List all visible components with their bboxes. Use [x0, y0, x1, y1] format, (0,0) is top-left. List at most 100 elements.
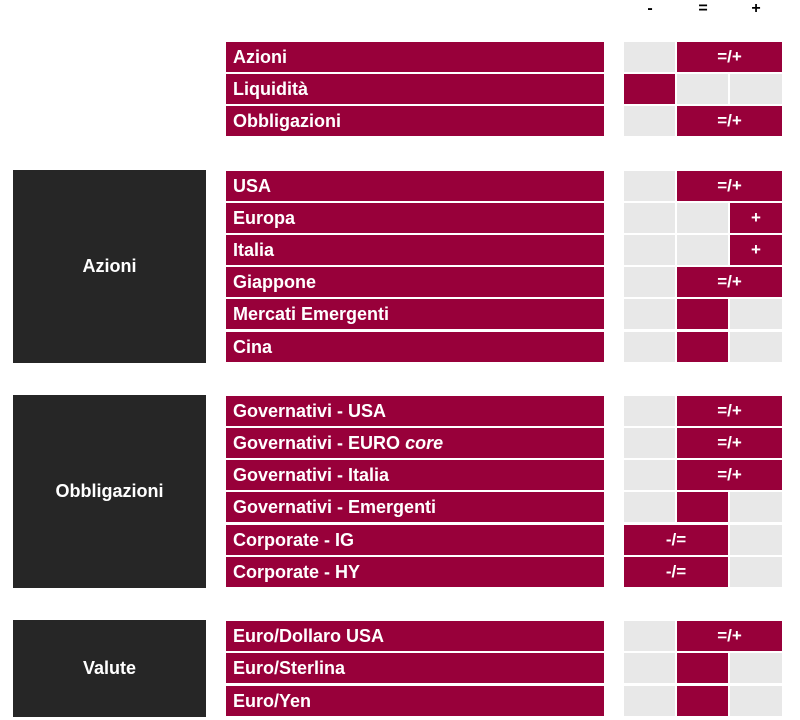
row-label: Europa [226, 203, 604, 233]
scale-cell-plus [730, 686, 782, 716]
row-label-text: Corporate - IG [233, 530, 355, 550]
row-label: Governativi - Italia [226, 460, 604, 490]
scale-cell-minus [624, 428, 675, 458]
row-label-text: Europa [233, 208, 296, 228]
row-label-text: Mercati Emergenti [233, 304, 390, 324]
table-row: Euro/Dollaro USA =/+ [0, 621, 800, 651]
row-label: Governativi - Emergenti [226, 492, 604, 522]
row-label: Azioni [226, 42, 604, 72]
table-row: Governativi - Italia =/+ [0, 460, 800, 490]
row-label-text: Euro/Yen [233, 691, 312, 711]
scale-cell-neutral [677, 74, 728, 104]
header-minus: - [647, 0, 653, 17]
row-label: Cina [226, 332, 604, 362]
table-row: Governativi - Emergenti [0, 492, 800, 522]
view-marker: + [730, 203, 782, 233]
scale-cell-neutral [677, 235, 728, 265]
row-label-italic: core [405, 433, 444, 453]
row-label-text: Liquidità [233, 79, 308, 99]
row-label-text: Cina [233, 337, 273, 357]
group-label: Valute [13, 620, 206, 717]
table-row: Euro/Yen [0, 686, 800, 716]
row-label: Mercati Emergenti [226, 299, 604, 329]
row-label: Italia [226, 235, 604, 265]
view-marker [677, 492, 728, 522]
table-row: Corporate - HY -/= [0, 557, 800, 587]
scale-cell-neutral [677, 203, 728, 233]
row-label: USA [226, 171, 604, 201]
view-marker: =/+ [677, 621, 782, 651]
row-label: Giappone [226, 267, 604, 297]
view-marker: -/= [624, 557, 728, 587]
table-row: Liquidità [0, 74, 800, 104]
scale-cell-plus [730, 525, 782, 555]
row-label: Obbligazioni [226, 106, 604, 136]
table-row: USA =/+ [0, 171, 800, 201]
scale-cell-minus [624, 621, 675, 651]
view-marker: =/+ [677, 267, 782, 297]
header-plus: + [751, 0, 761, 17]
table-row: Cina [0, 332, 800, 362]
view-marker: =/+ [677, 106, 782, 136]
table-row: Giappone =/+ [0, 267, 800, 297]
table-row: Corporate - IG -/= [0, 525, 800, 555]
table-row: Obbligazioni =/+ [0, 106, 800, 136]
scale-cell-minus [624, 686, 675, 716]
row-label-text: Giappone [233, 272, 317, 292]
row-label-text: Azioni [233, 47, 287, 67]
view-marker: =/+ [677, 171, 782, 201]
view-marker: -/= [624, 525, 728, 555]
scale-cell-plus [730, 557, 782, 587]
row-label: Euro/Yen [226, 686, 604, 716]
row-label: Governativi - USA [226, 396, 604, 426]
view-marker [677, 686, 728, 716]
group-label: Azioni [13, 170, 206, 363]
view-marker [624, 74, 675, 104]
view-marker: =/+ [677, 42, 782, 72]
scale-cell-minus [624, 171, 675, 201]
header-neutral: = [698, 0, 708, 17]
view-marker [677, 332, 728, 362]
scale-cell-minus [624, 492, 675, 522]
table-row: Euro/Sterlina [0, 653, 800, 683]
scale-cell-minus [624, 267, 675, 297]
table-row: Azioni =/+ [0, 42, 800, 72]
row-label: Euro/Dollaro USA [226, 621, 604, 651]
row-label: Euro/Sterlina [226, 653, 604, 683]
row-label-text: Euro/Dollaro USA [233, 626, 385, 646]
scale-cell-minus [624, 396, 675, 426]
scale-cell-minus [624, 460, 675, 490]
view-marker: + [730, 235, 782, 265]
row-label-text: Corporate - HY [233, 562, 361, 582]
row-label-text: Governativi - USA [233, 401, 387, 421]
scale-cell-plus [730, 492, 782, 522]
scale-cell-minus [624, 42, 675, 72]
table-row: Europa + [0, 203, 800, 233]
row-label: Governativi - EURO core [226, 428, 604, 458]
view-marker: =/+ [677, 460, 782, 490]
row-label-text: Euro/Sterlina [233, 658, 346, 678]
row-label-text: Obbligazioni [233, 111, 341, 131]
scale-cell-minus [624, 235, 675, 265]
table-row: Governativi - USA =/+ [0, 396, 800, 426]
scale-cell-plus [730, 653, 782, 683]
scale-cell-minus [624, 653, 675, 683]
scale-cell-minus [624, 332, 675, 362]
scale-cell-plus [730, 332, 782, 362]
view-marker [677, 653, 728, 683]
row-label: Liquidità [226, 74, 604, 104]
scale-cell-minus [624, 203, 675, 233]
scale-cell-plus [730, 74, 782, 104]
view-marker [677, 299, 728, 329]
table-row: Governativi - EURO core =/+ [0, 428, 800, 458]
row-label: Corporate - HY [226, 557, 604, 587]
scale-cell-plus [730, 299, 782, 329]
row-label: Corporate - IG [226, 525, 604, 555]
scale-cell-minus [624, 299, 675, 329]
row-label-text: USA [233, 176, 272, 196]
row-label-text: Governativi - Italia [233, 465, 390, 485]
table-row: Italia + [0, 235, 800, 265]
view-marker: =/+ [677, 396, 782, 426]
scale-cell-minus [624, 106, 675, 136]
table-row: Mercati Emergenti [0, 299, 800, 329]
